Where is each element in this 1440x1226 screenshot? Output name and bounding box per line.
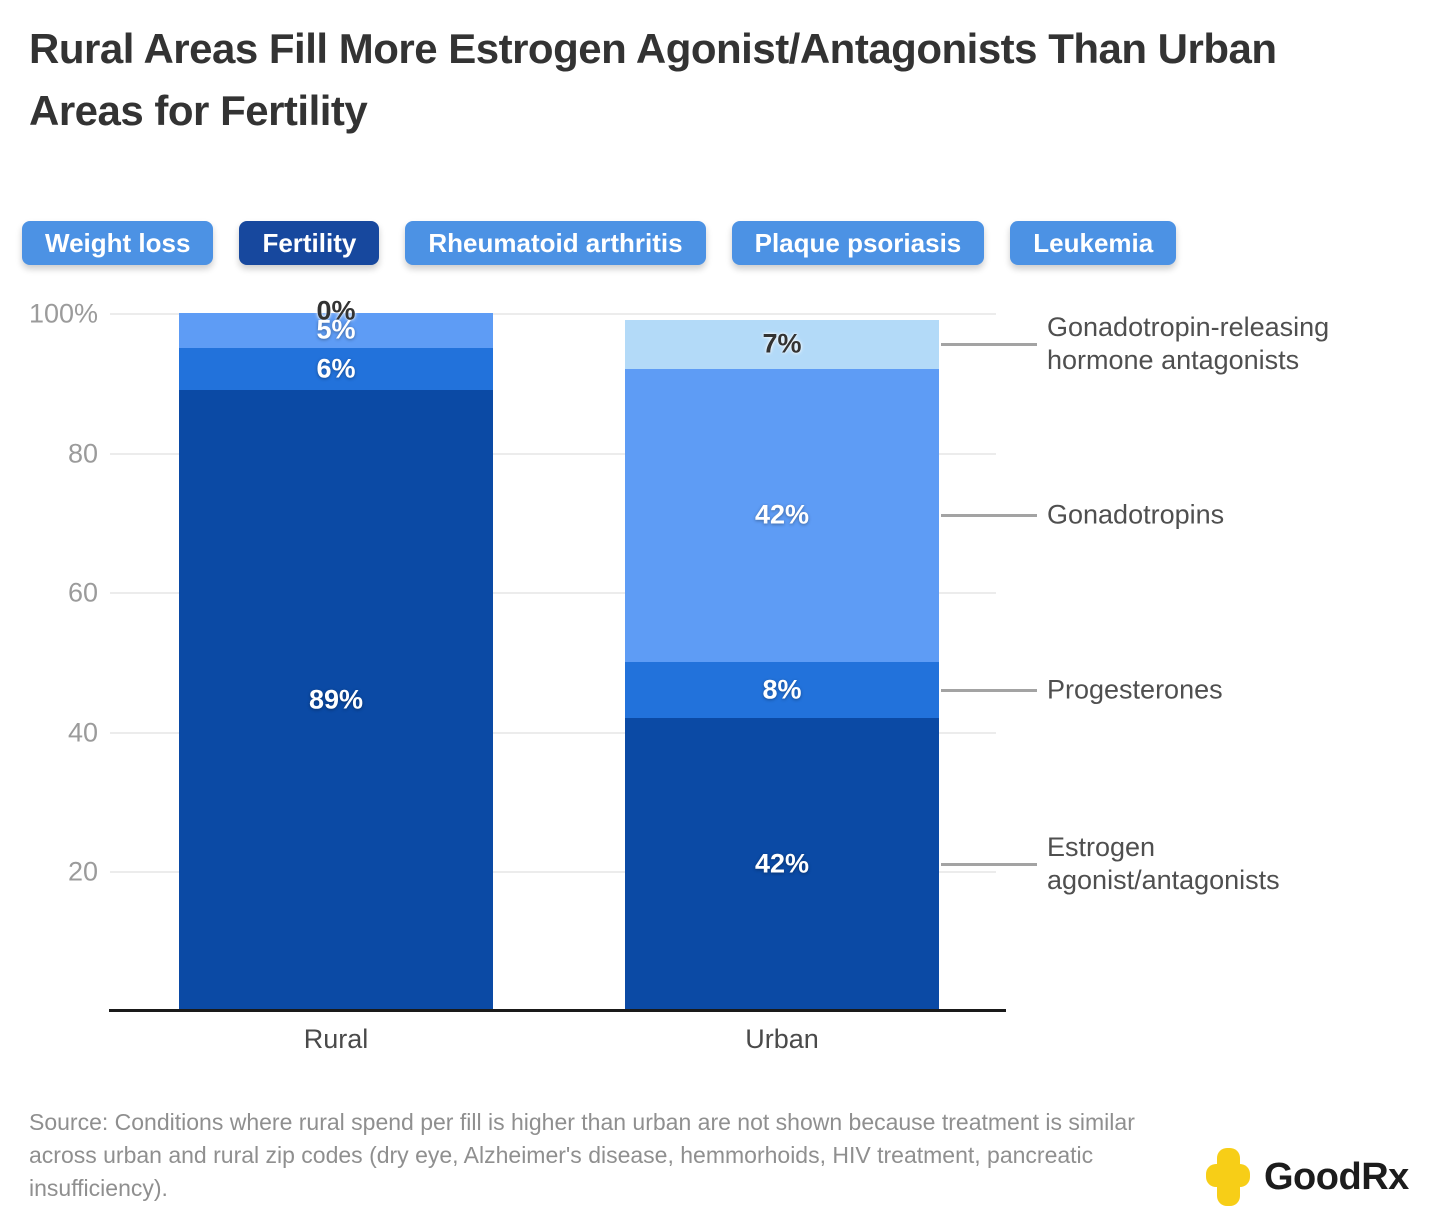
gridline xyxy=(110,732,996,734)
y-axis-tick-label: 60 xyxy=(67,577,98,608)
goodrx-cross-icon xyxy=(1206,1148,1250,1206)
gridline xyxy=(110,871,996,873)
bar-value-label: 42% xyxy=(754,499,810,530)
bar-value-label: 89% xyxy=(308,684,364,715)
bar-value-label: 0% xyxy=(316,295,356,326)
condition-tabs: Weight loss Fertility Rheumatoid arthritis… xyxy=(22,221,1177,265)
bar-value-label: 8% xyxy=(762,674,802,705)
gridline xyxy=(110,313,996,315)
x-axis-label-rural: Rural xyxy=(303,1024,369,1054)
tab-rheumatoid-arthritis[interactable]: Rheumatoid arthritis xyxy=(405,221,706,265)
annotation-connector xyxy=(941,343,1037,346)
annotation-label-estrogen-agonist-antagonists: Estrogen agonist/antagonists xyxy=(1047,832,1280,895)
bar-value-label: 6% xyxy=(316,353,356,384)
bar-value-label: 5% xyxy=(316,314,356,345)
goodrx-cross-bar xyxy=(1206,1164,1250,1187)
y-axis-tick-label: 40 xyxy=(67,717,98,748)
annotation-label-gonadotropin-releasing-hormone-antagonists: Gonadotropin-releasing hormone antagonis… xyxy=(1047,312,1330,375)
bar-segment-progesterones xyxy=(179,347,493,390)
tab-plaque-psoriasis[interactable]: Plaque psoriasis xyxy=(731,221,985,265)
bar-value-label: 7% xyxy=(762,328,802,359)
annotation-connector xyxy=(941,514,1037,517)
annotation-connector xyxy=(941,689,1037,692)
y-axis-tick-label: 20 xyxy=(67,856,98,887)
bar-segment-gonadotropins xyxy=(625,368,939,662)
tab-leukemia[interactable]: Leukemia xyxy=(1010,221,1177,265)
tab-fertility[interactable]: Fertility xyxy=(239,221,380,265)
bar-segment-estrogen-agonist-antagonists xyxy=(625,717,939,1011)
source-note: Source: Conditions where rural spend per… xyxy=(29,1109,1135,1201)
gridline xyxy=(110,453,996,455)
goodrx-logo: GoodRx xyxy=(1206,1148,1409,1206)
bar-segment-progesterones xyxy=(625,662,939,718)
bar-segment-estrogen-agonist-antagonists xyxy=(179,389,493,1011)
bar-value-label: 42% xyxy=(754,848,810,879)
bar-segment-gonadotropin-releasing-hormone-antagonists xyxy=(625,319,939,369)
annotation-connector xyxy=(941,863,1037,866)
bar-segment-gonadotropins xyxy=(179,313,493,348)
x-axis-line xyxy=(109,1009,1006,1012)
page-title: Rural Areas Fill More Estrogen Agonist/A… xyxy=(29,25,1277,134)
tab-weight-loss[interactable]: Weight loss xyxy=(22,221,214,265)
goodrx-logo-text: GoodRx xyxy=(1264,1155,1409,1198)
annotation-label-progesterones: Progesterones xyxy=(1047,674,1223,705)
y-axis-tick-label: 100% xyxy=(28,298,98,329)
annotation-label-gonadotropins: Gonadotropins xyxy=(1047,499,1225,530)
y-axis-tick-label: 80 xyxy=(67,438,98,469)
gridline xyxy=(110,592,996,594)
x-axis-label-urban: Urban xyxy=(745,1024,819,1054)
